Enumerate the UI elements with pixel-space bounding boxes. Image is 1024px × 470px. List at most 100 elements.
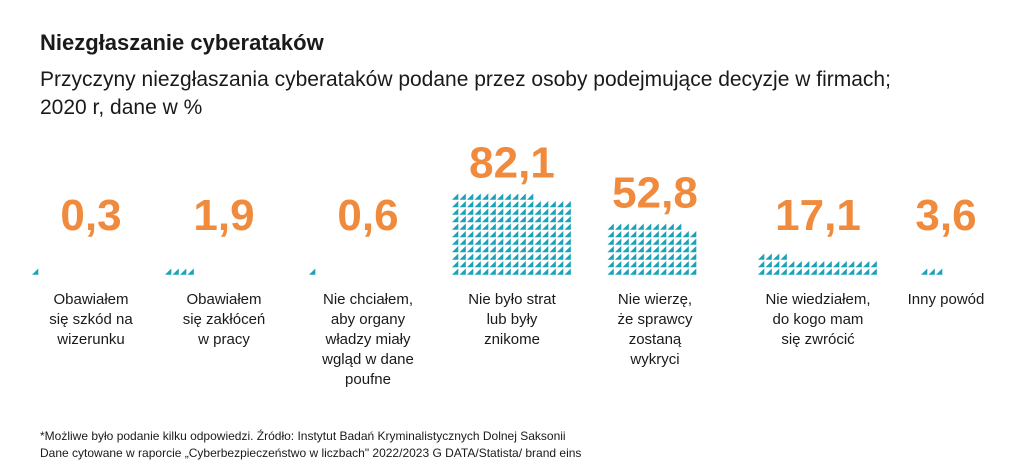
- bar-cell: [788, 261, 795, 268]
- bar-cell: [682, 238, 689, 245]
- bar-cell: [773, 261, 780, 268]
- bar-cell: [675, 246, 682, 253]
- bar-cell: [504, 231, 511, 238]
- bar-cell: [615, 253, 622, 260]
- bar-cell: [607, 231, 614, 238]
- bar-cell: [557, 231, 564, 238]
- bar-cell: [459, 261, 466, 268]
- bar-cell: [482, 253, 489, 260]
- bar-cell: [482, 246, 489, 253]
- bar-cell: [482, 261, 489, 268]
- bar-cell: [549, 238, 556, 245]
- bar-cell: [527, 208, 534, 215]
- bar-7: [921, 268, 943, 275]
- bar-cell: [527, 253, 534, 260]
- bar-2: [165, 268, 194, 275]
- bar-cell: [810, 268, 817, 275]
- bar-cell: [534, 261, 541, 268]
- category-label-line: aby organy: [330, 311, 406, 328]
- bar-cell: [682, 231, 689, 238]
- category-label-line: lub były: [486, 311, 538, 328]
- bar-cell: [482, 223, 489, 230]
- bar-cell: [682, 268, 689, 275]
- bar-cell: [482, 193, 489, 200]
- category-label-line: się zwrócić: [781, 331, 855, 348]
- bar-cell: [645, 231, 652, 238]
- bar-cell: [459, 223, 466, 230]
- bar-cell: [615, 246, 622, 253]
- bar-cell: [773, 268, 780, 275]
- bar-cell: [622, 223, 629, 230]
- bar-cell: [607, 253, 614, 260]
- bar-cell: [564, 216, 571, 223]
- bar-cell: [489, 193, 496, 200]
- bar-cell: [497, 238, 504, 245]
- bar-cell: [542, 231, 549, 238]
- bar-cell: [667, 268, 674, 275]
- footnote: *Możliwe było podanie kilku odpowiedzi. …: [40, 428, 581, 462]
- category-label-line: znikome: [484, 331, 540, 348]
- bar-cell: [519, 246, 526, 253]
- bar-cell: [534, 253, 541, 260]
- bar-cell: [645, 268, 652, 275]
- bar-cell: [452, 238, 459, 245]
- bar-cell: [527, 201, 534, 208]
- bar-cell: [504, 253, 511, 260]
- bar-cell: [660, 238, 667, 245]
- bar-cell: [803, 261, 810, 268]
- bar-cell: [459, 201, 466, 208]
- bar-cell: [452, 268, 459, 275]
- bar-cell: [682, 261, 689, 268]
- bar-cell: [489, 201, 496, 208]
- chart-title: Niezgłaszanie cyberataków: [40, 30, 324, 55]
- category-label-line: Obawiałem: [53, 291, 129, 308]
- category-label-line: Inny powód: [907, 291, 985, 308]
- bar-cell: [309, 268, 316, 275]
- bar-cell: [527, 216, 534, 223]
- bar-cell: [180, 268, 187, 275]
- bar-cell: [504, 268, 511, 275]
- bar-cell: [630, 223, 637, 230]
- bar-cell: [534, 238, 541, 245]
- category-label-line: Nie było strat: [468, 291, 556, 308]
- bar-cell: [489, 216, 496, 223]
- bar-cell: [452, 223, 459, 230]
- bar-cell: [467, 201, 474, 208]
- bar-cell: [534, 246, 541, 253]
- bar-cell: [467, 216, 474, 223]
- bar-cell: [504, 261, 511, 268]
- bar-cell: [467, 246, 474, 253]
- bar-cell: [637, 253, 644, 260]
- bar-1: [32, 268, 39, 275]
- bar-cell: [467, 253, 474, 260]
- bar-cell: [474, 216, 481, 223]
- bar-cell: [497, 208, 504, 215]
- bar-cell: [637, 238, 644, 245]
- bar-cell: [637, 223, 644, 230]
- bar-cell: [564, 201, 571, 208]
- bar-cell: [652, 268, 659, 275]
- bar-cell: [497, 216, 504, 223]
- bar-cell: [497, 193, 504, 200]
- bar-cell: [489, 261, 496, 268]
- bar-cell: [615, 231, 622, 238]
- bar-cell: [512, 223, 519, 230]
- bar-cell: [474, 268, 481, 275]
- category-label-line: Nie wierzę,: [617, 291, 693, 308]
- bar-cell: [773, 253, 780, 260]
- bar-cell: [452, 246, 459, 253]
- bar-cell: [675, 223, 682, 230]
- bar-cell: [165, 268, 172, 275]
- bar-cell: [519, 216, 526, 223]
- bar-cell: [660, 261, 667, 268]
- bar-cell: [519, 253, 526, 260]
- bar-cell: [780, 253, 787, 260]
- bar-cell: [512, 238, 519, 245]
- bar-cell: [660, 268, 667, 275]
- bar-cell: [667, 261, 674, 268]
- bar-cell: [660, 253, 667, 260]
- bar-cell: [795, 268, 802, 275]
- bar-cell: [840, 268, 847, 275]
- bar-cell: [758, 268, 765, 275]
- bar-cell: [504, 238, 511, 245]
